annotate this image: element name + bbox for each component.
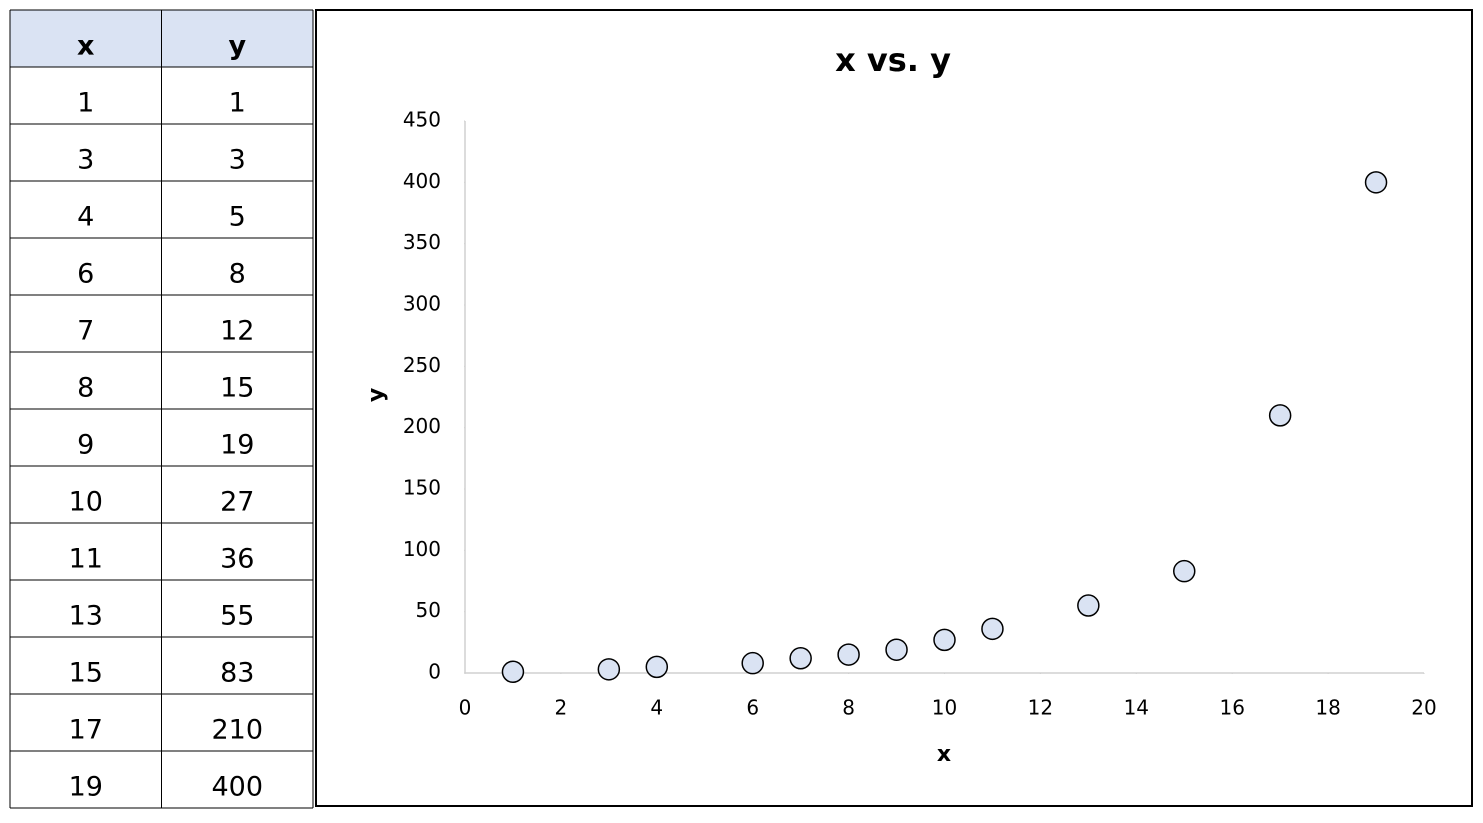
point <box>1077 594 1100 617</box>
point <box>1173 559 1196 583</box>
table-cell: 19 <box>220 430 254 461</box>
x-tick-label: 8 <box>842 696 855 720</box>
x-tick-label: 10 <box>932 696 957 720</box>
chart-frame <box>315 9 1473 807</box>
point <box>1364 171 1388 194</box>
table-cell: 19 <box>69 772 103 803</box>
x-tick-label: 0 <box>459 696 472 720</box>
y-tick-label: 50 <box>416 598 441 622</box>
table-cell: 1 <box>229 88 246 119</box>
y-tick-label: 0 <box>428 660 441 684</box>
point <box>981 617 1004 641</box>
x-tick-label: 2 <box>555 696 568 720</box>
x-tick-label: 16 <box>1219 696 1244 720</box>
x-axis-label: x <box>937 742 951 767</box>
x-tick-label: 18 <box>1315 696 1340 720</box>
table-cell: 13 <box>69 601 103 632</box>
table-cell: 6 <box>77 259 94 290</box>
table-cell: 400 <box>211 772 263 803</box>
table-cell: 8 <box>229 259 246 290</box>
table-cell: 12 <box>220 316 254 347</box>
y-tick-label: 350 <box>403 230 441 254</box>
table-cell: 4 <box>77 202 94 233</box>
y-tick-label: 200 <box>403 414 441 438</box>
table-cell: 9 <box>77 430 94 461</box>
y-tick-label: 450 <box>403 108 441 132</box>
x-tick-label: 4 <box>650 696 663 720</box>
point <box>933 628 956 652</box>
x-tick-label: 20 <box>1411 696 1436 720</box>
table-header-cell: x <box>77 31 94 62</box>
table-cell: 83 <box>220 658 254 689</box>
point <box>741 651 764 675</box>
table-header-cell: y <box>228 31 246 62</box>
y-tick-label: 300 <box>403 292 441 316</box>
table-cell: 5 <box>229 202 246 233</box>
x-tick-label: 6 <box>746 696 759 720</box>
table-cell: 210 <box>211 715 263 746</box>
point <box>1268 404 1292 427</box>
table-cell: 27 <box>220 487 254 518</box>
table-cell: 15 <box>220 373 254 404</box>
x-tick-label: 12 <box>1028 696 1053 720</box>
point <box>501 660 525 684</box>
y-axis-label: y <box>364 388 389 402</box>
x-tick-label: 14 <box>1124 696 1149 720</box>
table-cell: 3 <box>77 145 94 176</box>
chart-title: x vs. y <box>835 41 951 79</box>
point <box>597 658 621 681</box>
table-cell: 1 <box>77 88 94 119</box>
y-tick-label: 100 <box>403 537 441 561</box>
y-tick-label: 250 <box>403 353 441 377</box>
point <box>837 643 860 666</box>
table-cell: 15 <box>69 658 103 689</box>
table-cell: 3 <box>229 145 246 176</box>
y-tick-label: 400 <box>403 169 441 193</box>
point <box>789 647 812 670</box>
table-cell: 10 <box>69 487 103 518</box>
table-cell: 36 <box>220 544 254 575</box>
point <box>885 638 908 661</box>
table-cell: 11 <box>69 544 103 575</box>
table-cell: 8 <box>77 373 94 404</box>
table-cell: 17 <box>69 715 103 746</box>
y-tick-label: 150 <box>403 476 441 500</box>
table-cell: 55 <box>220 601 254 632</box>
table-cell: 7 <box>77 316 94 347</box>
point <box>645 655 669 679</box>
